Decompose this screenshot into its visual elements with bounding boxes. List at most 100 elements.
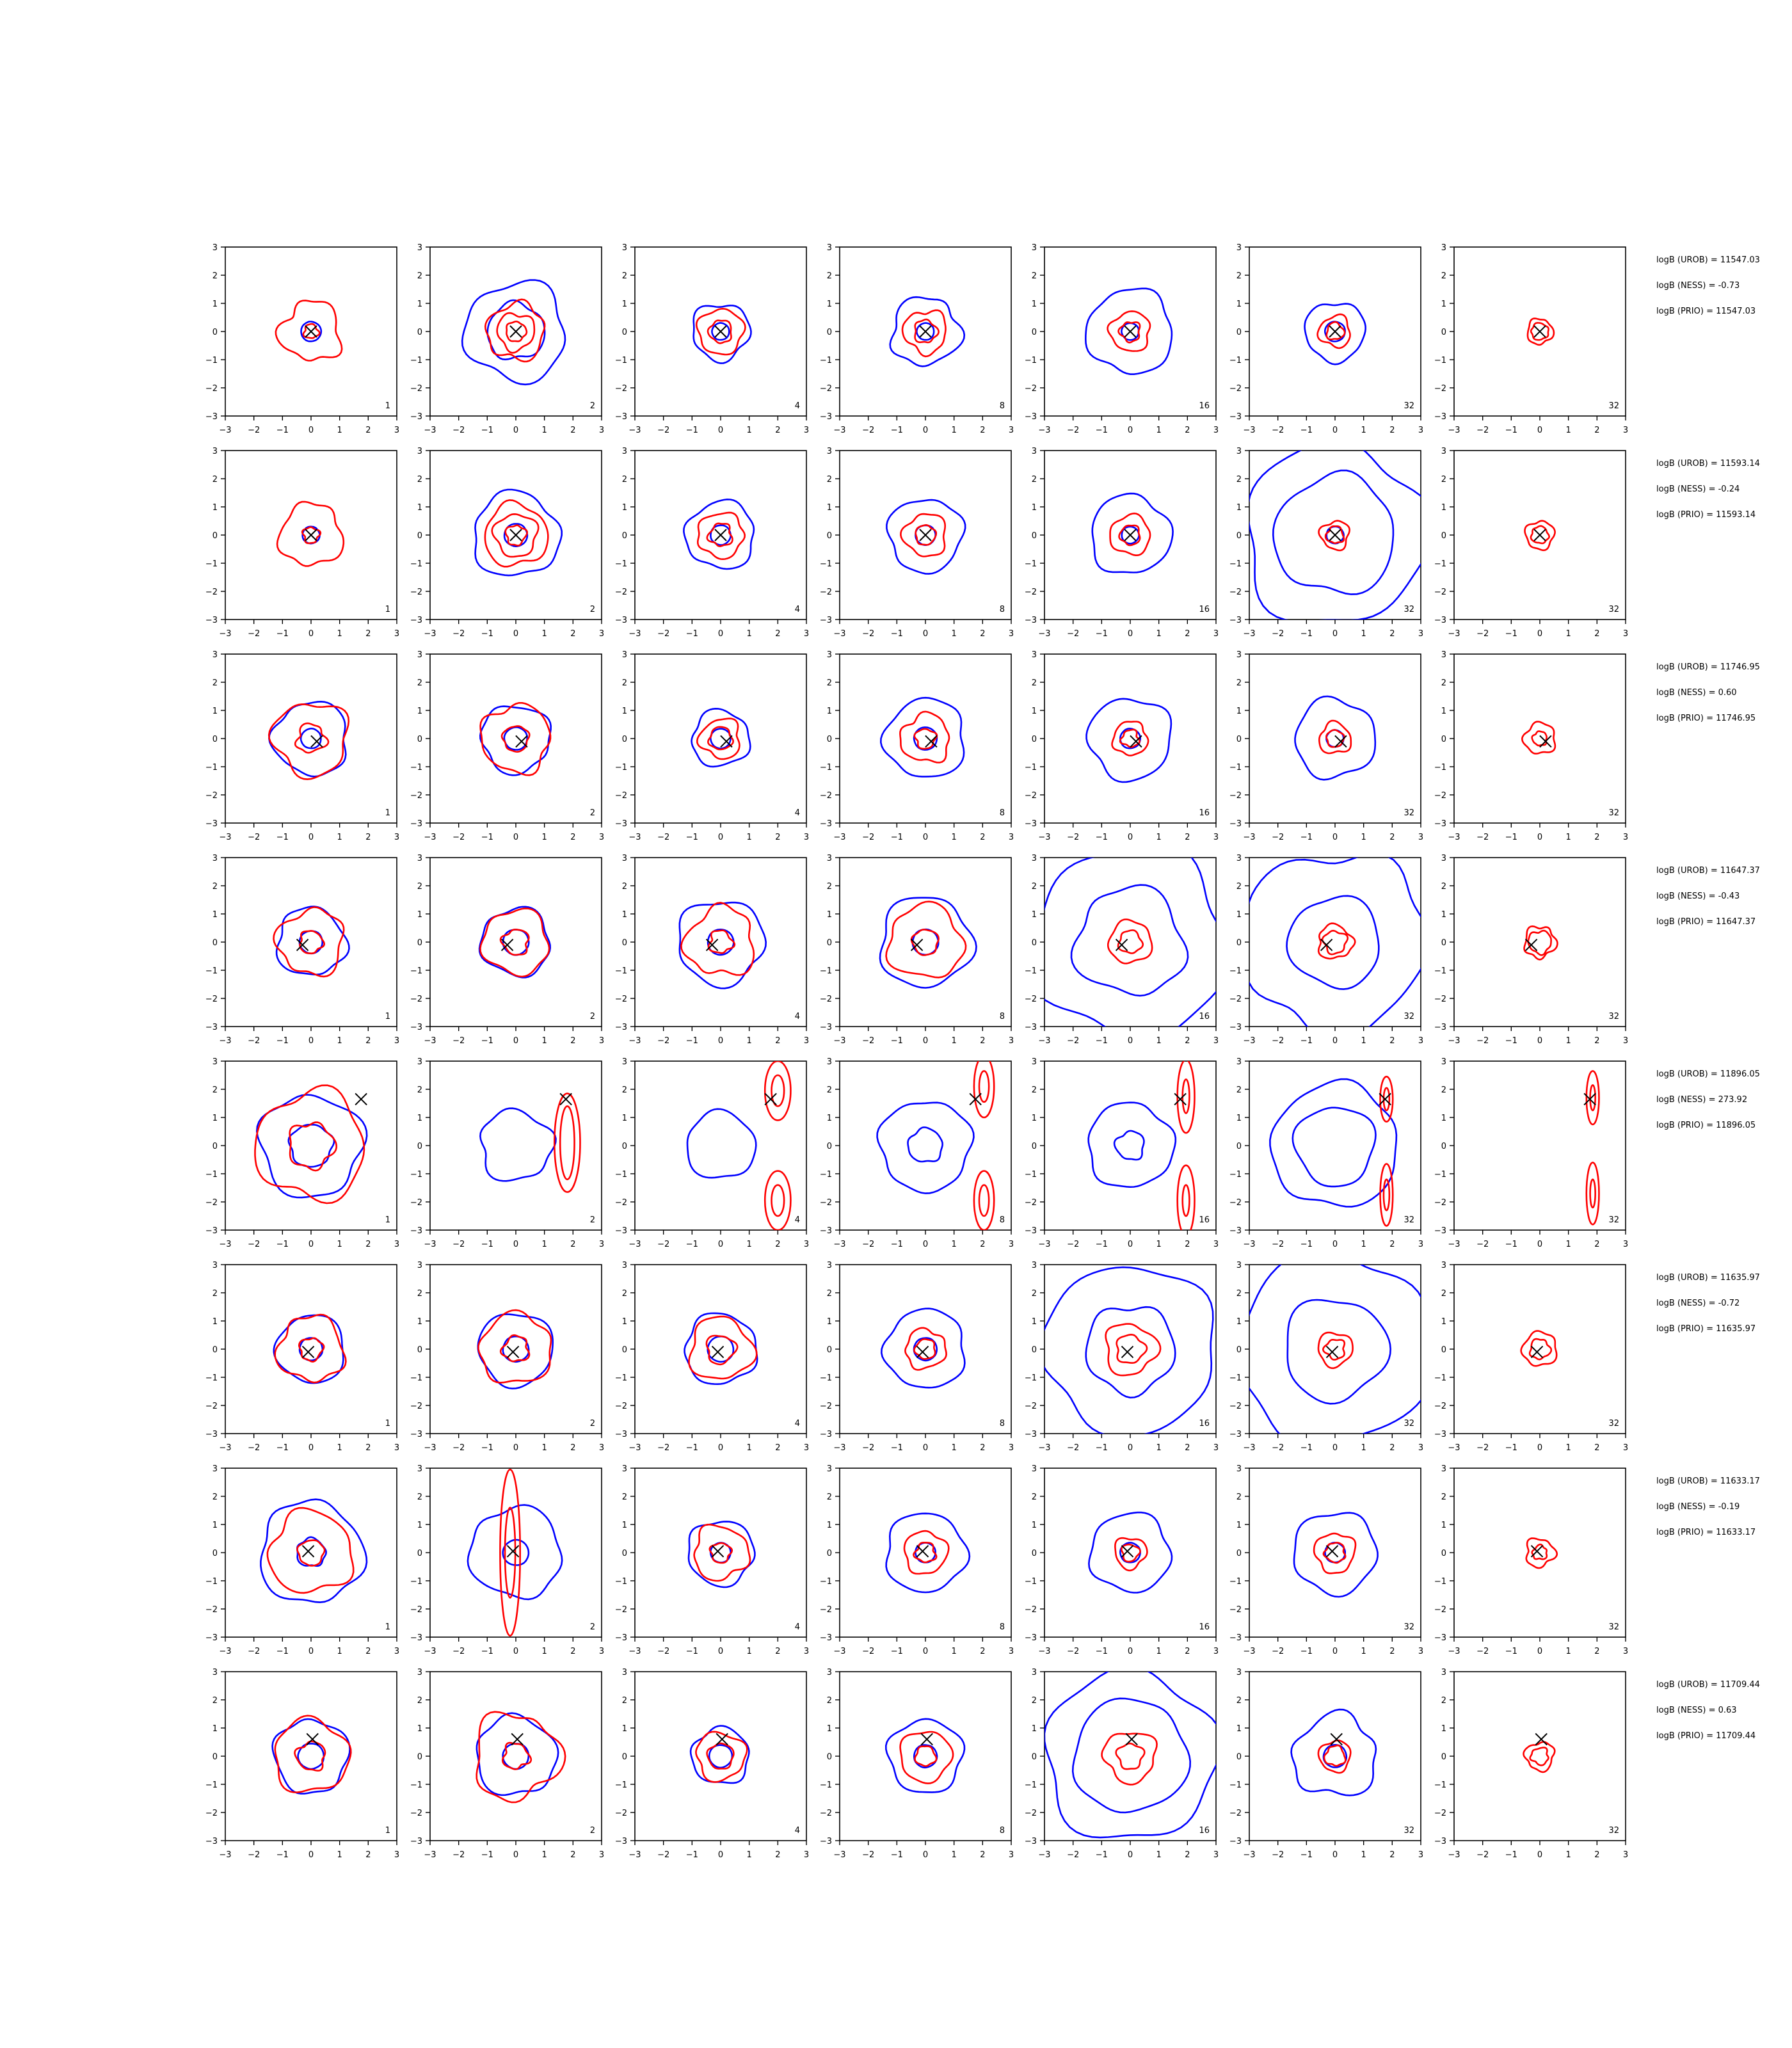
red-contour <box>1520 1330 1558 1367</box>
stat-text: logB (NESS) = -0.73 <box>1656 281 1740 291</box>
y-tick-label: 3 <box>1441 447 1446 456</box>
y-tick-label: 0 <box>1236 1752 1242 1762</box>
x-tick-label: −1 <box>1300 1647 1313 1656</box>
y-tick-label: −1 <box>205 1170 218 1180</box>
plot-frame <box>839 653 1012 824</box>
x-tick-label: 0 <box>1128 1036 1133 1046</box>
red-contour <box>1325 729 1345 748</box>
blue-contour <box>707 928 735 956</box>
x-tick-label: 1 <box>952 426 957 435</box>
x-marker-icon <box>1121 1345 1134 1359</box>
y-tick-label: 2 <box>827 1289 832 1299</box>
y-tick-label: 1 <box>417 1114 422 1123</box>
x-marker-icon <box>919 529 932 541</box>
blue-contour <box>692 304 752 364</box>
plot-frame <box>1249 857 1421 1027</box>
y-tick-label: 0 <box>417 735 422 744</box>
x-tick-label: 2 <box>1185 1647 1190 1656</box>
blue-contour <box>478 906 552 979</box>
plot-frame <box>1044 653 1217 824</box>
subplot-r3-c3: −3−3 −2 −2 −1 −1 0 0 1 1 2 2 3 3 4 <box>615 650 809 842</box>
x-marker-icon <box>305 529 317 541</box>
x-tick-label: −3 <box>1038 1240 1050 1249</box>
x-tick-label: 1 <box>952 1443 957 1453</box>
x-tick-label: 1 <box>1361 1850 1366 1860</box>
y-tick-label: 3 <box>1441 1668 1446 1677</box>
contour-layer <box>1294 695 1377 781</box>
y-tick-label: −3 <box>1434 1837 1446 1846</box>
x-tick-label: 2 <box>570 1647 575 1656</box>
x-tick-label: 0 <box>308 833 314 842</box>
panel-label: 1 <box>385 1012 390 1021</box>
x-tick-label: 2 <box>1594 1443 1599 1453</box>
x-tick-label: 0 <box>718 629 723 639</box>
x-tick-label: 1 <box>1566 1036 1571 1046</box>
stat-text: logB (PRIO) = 11635.97 <box>1656 1324 1756 1334</box>
x-tick-label: 0 <box>513 1036 518 1046</box>
red-contour <box>484 499 549 568</box>
x-tick-label: 2 <box>365 1240 371 1249</box>
panel-label: 2 <box>590 401 595 411</box>
x-marker-icon <box>1124 529 1137 541</box>
contour-layer <box>273 1313 347 1384</box>
x-tick-label: −3 <box>219 426 231 435</box>
x-marker-icon <box>1174 1092 1187 1106</box>
y-tick-label: −3 <box>1434 1633 1446 1643</box>
y-tick-label: 3 <box>622 1057 627 1067</box>
x-tick-label: 0 <box>513 833 518 842</box>
y-tick-label: 3 <box>212 1057 218 1067</box>
y-tick-label: −2 <box>410 791 422 801</box>
y-tick-label: 1 <box>827 300 832 309</box>
stat-text: logB (PRIO) = 11896.05 <box>1656 1121 1756 1130</box>
y-tick-label: −2 <box>205 1605 218 1615</box>
blue-contour <box>502 1539 530 1566</box>
y-tick-label: 2 <box>1236 1085 1242 1095</box>
stat-text: logB (PRIO) = 11746.95 <box>1656 714 1756 723</box>
y-tick-label: 3 <box>212 243 218 253</box>
plot-frame <box>429 857 602 1027</box>
subplot-r2-c4: −3−3 −2 −2 −1 −1 0 0 1 1 2 2 3 3 8 <box>820 447 1014 639</box>
x-tick-label: −1 <box>276 1443 289 1453</box>
x-tick-label: −2 <box>1067 833 1079 842</box>
x-tick-label: −1 <box>686 1036 698 1046</box>
x-tick-label: 2 <box>1594 1240 1599 1249</box>
y-tick-label: 3 <box>417 447 422 456</box>
red-contour <box>1324 525 1345 545</box>
blue-contour <box>889 296 966 367</box>
x-tick-label: 3 <box>804 833 809 842</box>
y-tick-label: 1 <box>1032 1724 1037 1734</box>
contour-layer <box>879 696 965 778</box>
red-contour <box>1105 1323 1162 1377</box>
subplot-r7-c4: −3−3 −2 −2 −1 −1 0 0 1 1 2 2 3 3 8 <box>820 1464 1014 1656</box>
subplot-r1-c3: −3−3 −2 −2 −1 −1 0 0 1 1 2 2 3 3 4 <box>615 243 809 435</box>
contour-layer <box>689 1725 750 1784</box>
x-marker-icon <box>1539 735 1552 748</box>
red-contour <box>254 1084 365 1204</box>
y-tick-label: 2 <box>827 271 832 281</box>
x-tick-label: 3 <box>394 1036 399 1046</box>
stat-text: logB (UROB) = 11896.05 <box>1656 1069 1760 1079</box>
subplot-r7-c6: −3−3 −2 −2 −1 −1 0 0 1 1 2 2 3 3 32 <box>1229 1464 1423 1656</box>
x-tick-label: 2 <box>980 1647 985 1656</box>
subplot-r4-c2: −3−3 −2 −2 −1 −1 0 0 1 1 2 2 3 3 2 <box>410 854 604 1046</box>
x-tick-label: 0 <box>513 426 518 435</box>
red-contour <box>1322 1542 1347 1564</box>
y-tick-label: −3 <box>1025 616 1037 625</box>
y-tick-label: 2 <box>212 1085 218 1095</box>
y-tick-label: −1 <box>205 966 218 976</box>
red-contour <box>479 908 550 978</box>
subplot-r6-c2: −3−3 −2 −2 −1 −1 0 0 1 1 2 2 3 3 2 <box>410 1261 604 1453</box>
x-marker-icon <box>711 1345 724 1359</box>
y-tick-label: 3 <box>212 1464 218 1474</box>
y-tick-label: 1 <box>1236 1114 1242 1123</box>
plot-frame <box>225 1671 397 1841</box>
y-tick-label: −3 <box>1229 616 1242 625</box>
stat-text: logB (PRIO) = 11593.14 <box>1656 510 1756 520</box>
x-tick-label: 0 <box>308 1443 314 1453</box>
plot-frame <box>1453 653 1626 824</box>
y-tick-label: −1 <box>205 763 218 772</box>
x-tick-label: −3 <box>1448 426 1460 435</box>
y-tick-label: −2 <box>1229 384 1242 394</box>
x-tick-label: 1 <box>542 629 547 639</box>
subplot-r5-c1: −3−3 −2 −2 −1 −1 0 0 1 1 2 2 3 3 1 <box>205 1057 399 1249</box>
